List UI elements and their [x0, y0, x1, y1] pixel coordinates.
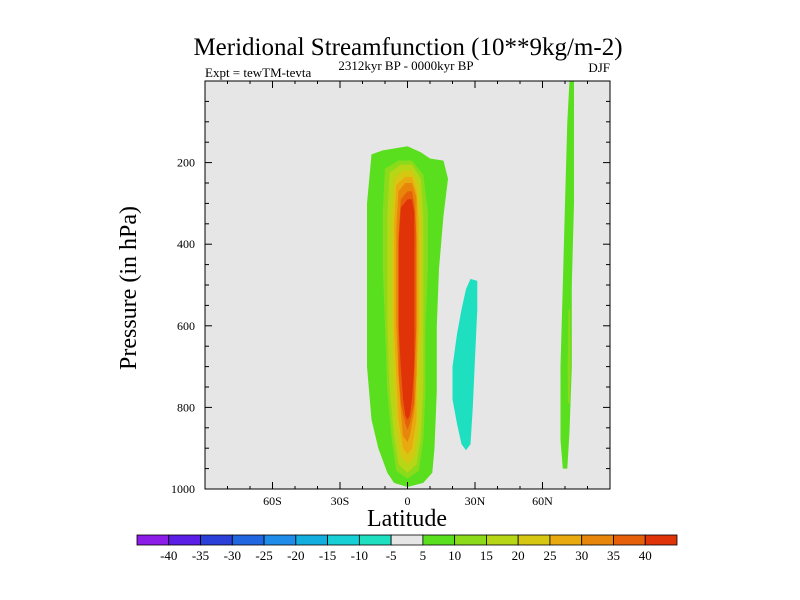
colorbar-swatch [358, 534, 392, 546]
plot-area: 60S 30S 0 30N 60N 200 400 600 800 1000 [171, 80, 611, 508]
colorbar-label: -20 [287, 548, 304, 563]
axis-ticks: 60S 30S 0 30N 60N 200 400 600 800 1000 [171, 81, 610, 508]
colorbar-label: 35 [607, 548, 620, 563]
colorbar-label: -25 [255, 548, 272, 563]
colorbar-label: -10 [351, 548, 368, 563]
chart-title: Meridional Streamfunction (10**9kg/m-2) [193, 34, 622, 61]
x-tick-label: 60N [532, 494, 553, 508]
colorbar-label: 40 [639, 548, 652, 563]
colorbar-swatch [200, 534, 233, 546]
colorbar-label: -30 [224, 548, 241, 563]
colorbar-label: -5 [386, 548, 397, 563]
x-tick-label: 30N [465, 494, 486, 508]
colorbar-label: 10 [448, 548, 461, 563]
chart-subtitle-left: Expt = tewTM-tevta [205, 65, 311, 80]
colorbar: -40 -35 -30 -25 -20 -15 -10 -5 5 10 15 20 25 30 35 40 [136, 534, 678, 563]
colorbar-swatch [644, 534, 678, 546]
colorbar-label: 20 [512, 548, 525, 563]
colorbar-label: 5 [420, 548, 427, 563]
colorbar-label: 30 [575, 548, 588, 563]
colorbar-label: -40 [160, 548, 177, 563]
y-axis-label: Pressure (in hPa) [116, 206, 142, 370]
colorbar-label: 15 [480, 548, 493, 563]
colorbar-swatch [549, 534, 583, 546]
y-tick-label: 800 [177, 400, 195, 414]
tropical-positive-cell [398, 199, 415, 420]
chart-subtitle-right: DJF [588, 60, 610, 75]
high-latitude-positive-band [567, 309, 571, 404]
colorbar-swatch [517, 534, 551, 546]
colorbar-swatch [613, 534, 646, 546]
y-tick-label: 400 [177, 237, 195, 251]
x-tick-label: 60S [263, 494, 282, 508]
colorbar-swatch [263, 534, 297, 546]
colorbar-swatch [454, 534, 487, 546]
y-tick-label: 200 [177, 156, 195, 170]
chart-subtitle-center: 2312kyr BP - 0000kyr BP [338, 58, 473, 73]
y-tick-label: 1000 [171, 482, 195, 496]
x-tick-label: 0 [405, 494, 411, 508]
contour-fills [367, 81, 574, 488]
colorbar-swatch [422, 534, 456, 546]
colorbar-label: 25 [543, 548, 556, 563]
colorbar-label: -15 [319, 548, 336, 563]
colorbar-swatch [136, 534, 170, 546]
subtropical-negative-cell [452, 278, 478, 451]
x-axis-label: Latitude [367, 506, 447, 532]
colorbar-swatch [168, 534, 201, 546]
colorbar-swatch [581, 534, 614, 546]
colorbar-swatch [390, 534, 424, 546]
colorbar-swatch [231, 534, 265, 546]
y-tick-label: 600 [177, 319, 195, 333]
colorbar-swatch [486, 534, 519, 546]
colorbar-swatch [327, 534, 360, 546]
colorbar-swatch [295, 534, 328, 546]
x-tick-label: 30S [331, 494, 350, 508]
colorbar-label: -35 [192, 548, 209, 563]
high-latitude-positive-band [560, 81, 574, 469]
